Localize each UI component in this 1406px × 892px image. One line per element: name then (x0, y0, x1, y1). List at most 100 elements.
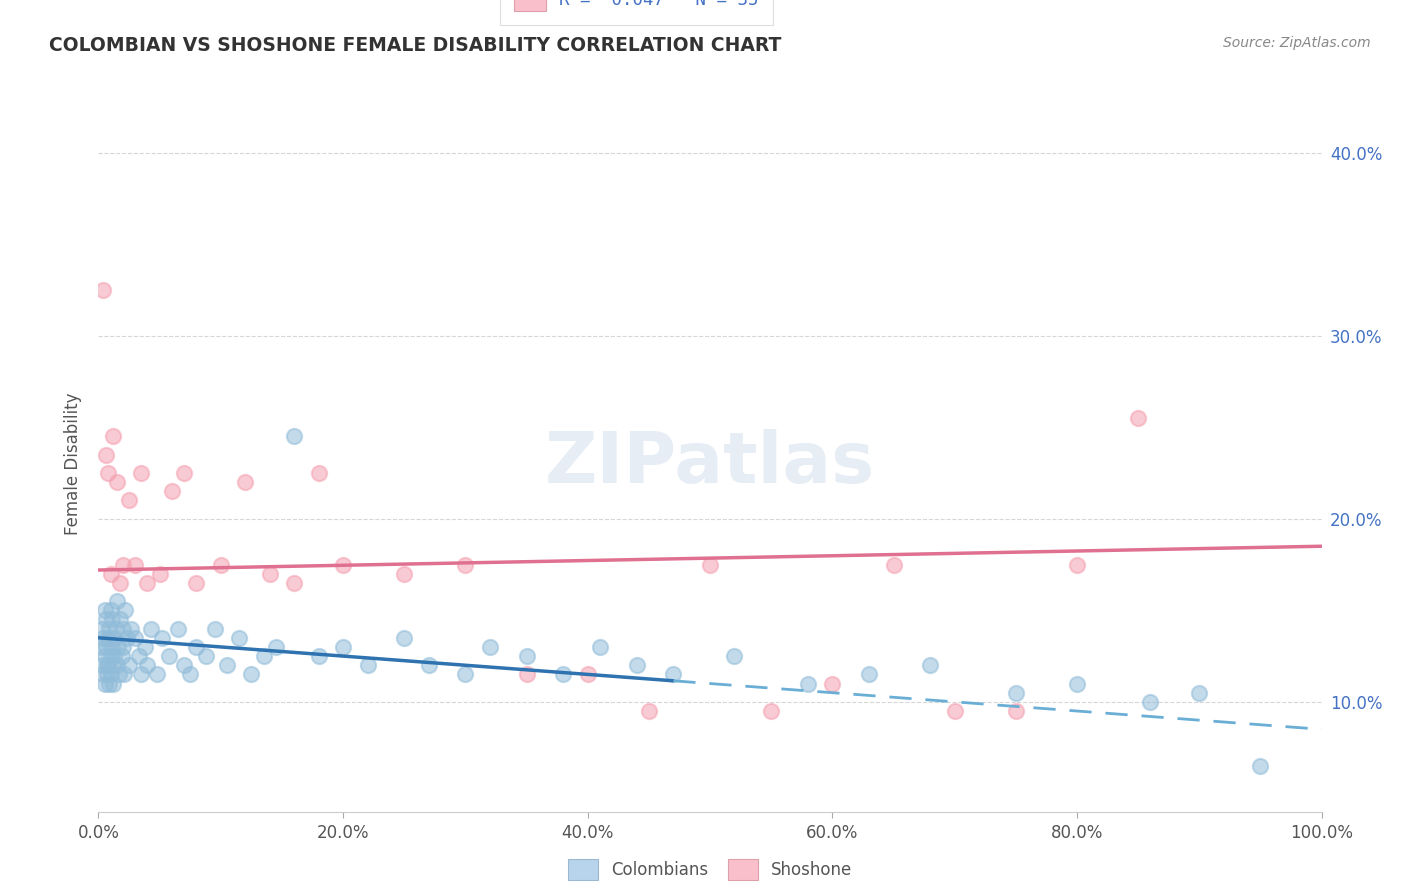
Point (91, 658, 114, 673)
Point (100, 566, 122, 581)
Point (111, 640, 134, 654)
Point (186, 575, 208, 590)
Point (1066, 676, 1088, 690)
Point (1139, 695, 1161, 709)
Point (96, 667, 118, 681)
Point (100, 649, 122, 664)
Point (129, 466, 152, 480)
Point (264, 640, 287, 654)
Point (103, 649, 125, 664)
Point (91, 283, 114, 297)
Point (93, 603, 115, 617)
Point (128, 649, 150, 664)
Point (124, 631, 146, 645)
Point (101, 658, 124, 673)
Point (204, 622, 226, 636)
Point (136, 658, 159, 673)
Point (209, 558, 232, 572)
Point (120, 622, 142, 636)
Point (101, 429, 124, 443)
Point (103, 631, 125, 645)
Point (91, 631, 114, 645)
Point (150, 631, 173, 645)
Point (1188, 686, 1211, 700)
Point (173, 466, 195, 480)
Point (94, 612, 117, 626)
Point (101, 676, 124, 690)
Point (105, 475, 128, 490)
Point (233, 475, 256, 490)
Point (118, 658, 141, 673)
Y-axis label: Female Disability: Female Disability (65, 392, 83, 535)
Point (157, 649, 180, 664)
Legend: Colombians, Shoshone: Colombians, Shoshone (558, 849, 862, 890)
Point (173, 658, 195, 673)
Point (100, 603, 122, 617)
Point (252, 649, 274, 664)
Point (186, 640, 208, 654)
Point (118, 493, 141, 508)
Point (240, 667, 263, 681)
Point (308, 466, 330, 480)
Point (454, 667, 477, 681)
Point (134, 640, 156, 654)
Point (356, 658, 378, 673)
Point (858, 667, 880, 681)
Point (105, 594, 128, 608)
Point (146, 667, 169, 681)
Point (920, 658, 942, 673)
Point (149, 566, 172, 581)
Point (98, 622, 121, 636)
Point (160, 484, 183, 499)
Point (821, 676, 844, 690)
Point (107, 640, 129, 654)
Point (101, 640, 124, 654)
Point (1004, 704, 1026, 718)
Point (723, 649, 745, 664)
Point (94, 448, 117, 462)
Point (259, 566, 281, 581)
Point (516, 667, 538, 681)
Point (283, 575, 305, 590)
Point (454, 558, 477, 572)
Point (1250, 759, 1272, 773)
Point (93, 676, 115, 690)
Point (98, 676, 121, 690)
Point (418, 658, 440, 673)
Point (91, 667, 114, 681)
Point (638, 704, 661, 718)
Point (100, 667, 122, 681)
Point (105, 658, 128, 673)
Point (111, 558, 134, 572)
Point (883, 558, 905, 572)
Point (576, 667, 599, 681)
Point (1128, 411, 1150, 425)
Text: Source: ZipAtlas.com: Source: ZipAtlas.com (1223, 36, 1371, 50)
Point (943, 704, 966, 718)
Point (1004, 686, 1026, 700)
Point (332, 558, 354, 572)
Point (392, 566, 416, 581)
Point (112, 667, 135, 681)
Point (215, 658, 238, 673)
Point (478, 640, 501, 654)
Point (1066, 558, 1088, 572)
Point (797, 676, 820, 690)
Point (136, 575, 159, 590)
Point (589, 640, 612, 654)
Point (662, 667, 685, 681)
Point (115, 631, 138, 645)
Point (90, 640, 112, 654)
Point (110, 612, 132, 626)
Point (111, 622, 134, 636)
Point (283, 429, 305, 443)
Point (93, 649, 115, 664)
Point (228, 631, 250, 645)
Point (97, 466, 120, 480)
Point (111, 649, 134, 664)
Point (104, 622, 127, 636)
Point (114, 603, 136, 617)
Point (699, 558, 721, 572)
Point (167, 622, 190, 636)
Point (626, 658, 648, 673)
